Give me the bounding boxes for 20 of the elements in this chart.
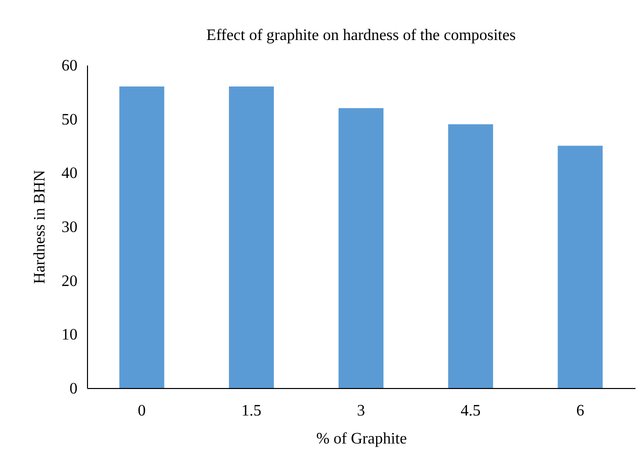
y-tick-label: 0 — [70, 380, 78, 398]
y-tick-label: 50 — [62, 111, 78, 128]
bar — [228, 86, 274, 388]
y-tick-label: 60 — [62, 58, 78, 74]
bar — [448, 124, 494, 388]
x-tick-label: 6 — [576, 402, 584, 420]
bar — [558, 146, 603, 388]
y-tick-label: 10 — [62, 326, 78, 344]
y-tick-label: 30 — [62, 219, 78, 236]
y-axis-title: Hardness in BHN — [32, 170, 48, 284]
x-tick-label: 0 — [138, 402, 146, 420]
y-tick-label: 40 — [62, 165, 78, 182]
x-tick-label: 1.5 — [241, 402, 262, 420]
chart-title: Effect of graphite on hardness of the composites — [206, 27, 516, 44]
bar — [119, 86, 164, 388]
x-tick-label: 3 — [357, 402, 365, 420]
x-tick-label: 4.5 — [460, 402, 481, 420]
bar — [338, 108, 384, 388]
x-axis-title: % of Graphite — [316, 430, 407, 448]
y-tick-label: 20 — [62, 272, 78, 290]
